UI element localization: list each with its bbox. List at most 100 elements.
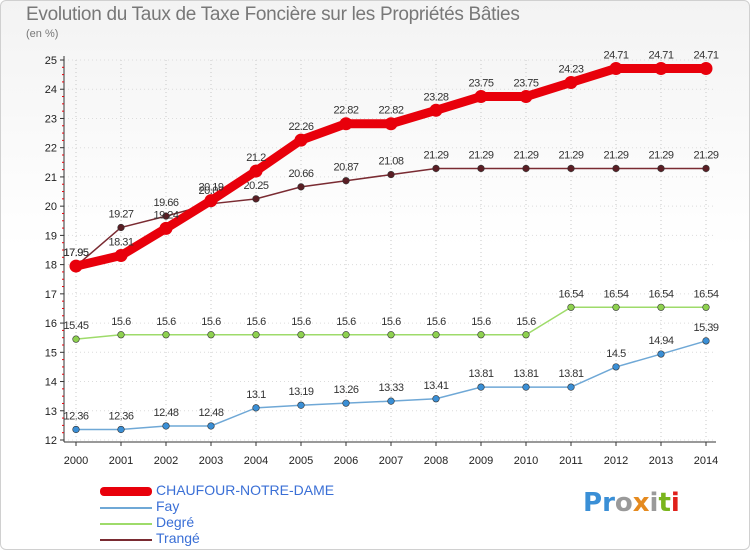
data-point [699,61,713,75]
data-point [567,383,575,391]
data-point [612,303,620,311]
data-point [702,303,710,311]
data-point [477,331,485,339]
data-label: 24.71 [603,49,628,61]
logo-letter: x [632,488,650,518]
data-label: 17.95 [63,247,88,259]
proxiti-logo: Proxiti [583,488,680,518]
data-label: 14.94 [648,335,673,347]
data-point [567,164,575,173]
data-point [384,117,398,131]
data-label: 12.36 [63,410,88,422]
logo-letter: r [602,488,615,518]
data-label: 19.66 [153,197,178,209]
x-tick-label: 2008 [424,455,448,467]
data-label: 15.6 [156,316,176,328]
legend-label: CHAUFOUR-NOTRE-DAME [156,482,335,498]
data-point [342,331,350,339]
line-chart: 12 13 14 15 16 17 18 19 20 21 22 23 24 25 2000 2001 2002… [45,49,720,467]
data-label: 18.31 [108,237,133,249]
data-point [249,164,263,178]
data-point [297,401,305,409]
data-point [297,331,305,339]
data-point [522,164,530,173]
data-label: 24.23 [558,64,583,76]
data-point [72,425,80,434]
data-point [207,331,215,339]
data-point [657,303,665,311]
data-point [567,303,575,311]
data-label: 20.66 [288,168,313,180]
x-tick-label: 2012 [604,455,628,467]
data-label: 15.6 [426,316,446,328]
data-point [432,331,440,339]
data-point [519,90,533,104]
chart-title: Evolution du Taux de Taxe Foncière sur l… [26,4,520,25]
data-label: 19.27 [108,208,133,220]
data-point [432,164,440,173]
y-tick-label: 16 [45,318,57,330]
data-label: 21.2 [246,152,266,164]
y-tick-label: 23 [45,113,57,125]
y-axis-unit: (en %) [26,28,59,40]
data-label: 15.6 [381,316,401,328]
x-tick-label: 2004 [244,455,268,467]
data-label: 17.95 [63,247,88,259]
data-label: 15.39 [693,322,718,334]
data-label: 21.29 [558,149,583,161]
logo-letter: i [670,488,680,518]
y-tick-label: 15 [45,347,57,359]
data-point [612,363,620,371]
series-chaufour-notre-dame: 17.95 18.31 19.24 20.19 21.2 22.26 22.82 22.82 2… [63,49,719,273]
data-label: 14.5 [606,348,626,360]
x-tick-label: 2007 [379,455,403,467]
data-point [522,383,530,391]
data-point [657,164,665,173]
data-point [654,61,668,75]
data-point [522,331,530,339]
data-point [114,249,128,263]
data-label: 15.45 [63,320,88,332]
data-point [342,177,350,185]
data-point [702,164,710,173]
data-point [162,422,170,430]
y-tick-label: 19 [45,230,57,242]
data-label: 12.48 [198,407,223,419]
data-label: 21.08 [378,156,403,168]
y-tick-label: 24 [45,84,57,96]
data-label: 20.87 [333,162,358,174]
data-label: 15.6 [516,316,536,328]
data-label: 13.41 [423,380,448,392]
series-degr-: 15.45 15.6 15.6 15.6 15.6 15.6 15.6 15.6 15.6 15.… [63,288,719,343]
legend-swatch [100,507,152,509]
data-label: 15.6 [291,316,311,328]
data-label: 20.19 [198,182,223,194]
data-label: 21.29 [603,149,628,161]
x-tick-label: 2002 [154,455,178,467]
data-label: 22.82 [333,105,358,117]
y-tick-label: 12 [45,435,57,447]
legend-swatch [100,487,152,496]
data-point [702,337,710,345]
data-point [387,397,395,405]
data-label: 23.28 [423,91,448,103]
data-point [252,195,260,203]
data-label: 13.81 [468,368,493,380]
series-fay: 12.36 12.36 12.48 12.48 13.1 13.19 13.26 13.33 1… [63,322,719,434]
x-tick-label: 2005 [289,455,313,467]
data-label: 21.29 [468,149,493,161]
data-point [204,194,218,208]
x-tick-label: 2003 [199,455,223,467]
data-label: 22.26 [288,121,313,133]
data-label: 23.75 [513,78,538,90]
data-point [72,335,80,343]
y-tick-label: 18 [45,260,57,272]
data-point [339,117,353,131]
data-point [387,170,395,179]
data-label: 13.81 [558,368,583,380]
logo-letter: i [649,488,659,518]
data-label: 22.82 [378,105,403,117]
data-label: 16.54 [693,288,718,300]
data-point [69,259,83,273]
